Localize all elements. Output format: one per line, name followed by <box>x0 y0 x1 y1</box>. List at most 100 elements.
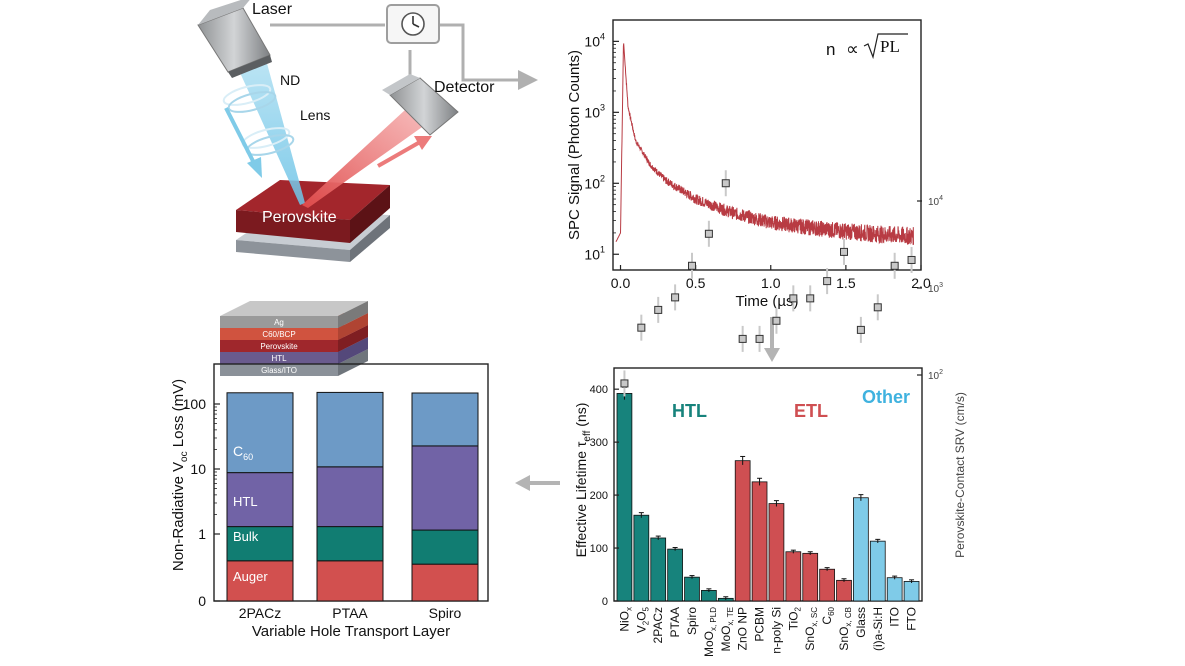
lifetime-ytick-label: 300 <box>590 437 608 449</box>
lifetime-category-label: PCBM <box>753 607 767 642</box>
decay-xtick-label: 0.0 <box>611 275 631 291</box>
srv-marker <box>823 277 832 286</box>
lifetime-bar <box>836 579 852 602</box>
lifetime-ytick-label: 400 <box>590 384 608 396</box>
lifetime-bar <box>768 503 785 602</box>
lifetime-ylabel: Effective Lifetime τeff (ns) <box>573 403 593 558</box>
srv-marker <box>856 325 865 334</box>
decay-formula-pl: PL <box>880 37 900 56</box>
decay-xtick-label: 2.0 <box>911 275 931 291</box>
voc-ylabel-text: Non-Radiative Voc Loss (mV) <box>170 379 190 571</box>
srv-marker <box>840 247 848 256</box>
lifetime-category-label: C60 <box>820 606 836 624</box>
stack-layer-label: C60/BCP <box>262 330 295 339</box>
stack-layer-side <box>338 313 368 340</box>
voc-bar-segment <box>316 560 384 602</box>
srv-marker <box>789 294 798 303</box>
detector-head <box>382 74 459 136</box>
lifetime-category-label: TiO2 <box>786 606 802 630</box>
stack-layer-label: HTL <box>271 354 287 363</box>
lifetime-category-label: ZnO NP <box>736 607 750 650</box>
voc-ytick-label: 100 <box>183 396 207 412</box>
decay-ticks: 0.0 0.5 1.0 1.5 2.0 101 102 103 104 <box>584 19 931 291</box>
srv-marker <box>873 303 882 312</box>
lifetime-ylabel2: Perovskite-Contact SRV (cm/s) <box>953 392 967 558</box>
lifetime-category-label: FTO <box>905 607 919 631</box>
stack-layer-side <box>338 325 368 352</box>
laser-head <box>197 0 272 78</box>
voc-bar-segment <box>226 526 294 562</box>
decay-ylabel: SPC Signal (Photon Counts) <box>566 50 583 240</box>
voc-bar-segment <box>316 466 384 528</box>
lifetime-ticks: 0 100 200 300 400 104 103 102 <box>590 195 943 608</box>
excitation-beam <box>232 45 305 205</box>
srv-marker <box>671 293 680 302</box>
perovskite-front <box>236 210 350 243</box>
stack-layer-front <box>220 316 338 328</box>
srv-marker <box>755 334 764 343</box>
detector-label: Detector <box>434 79 495 96</box>
lifetime-bar <box>785 551 802 602</box>
voc-bar-segment <box>316 391 384 468</box>
lifetime-bar <box>650 537 667 602</box>
voc-bar-segment <box>226 472 294 528</box>
srv-ytick-label: 104 <box>928 195 943 208</box>
signal-arrow-head <box>518 70 538 90</box>
group-label-htl: HTL <box>672 401 707 421</box>
lifetime-ytick-label: 0 <box>602 596 608 608</box>
nd-filter <box>222 84 272 106</box>
stack-layer-front <box>220 340 338 352</box>
srv-marker <box>688 261 696 270</box>
lifetime-category-label: NiOx <box>617 607 633 632</box>
setup-diagram: Perovskite Laser ND Lens Detector <box>197 0 538 262</box>
voc-ytick-label: 1 <box>198 526 206 542</box>
srv-marker <box>620 379 629 388</box>
lifetime-bar <box>802 552 819 602</box>
decay-frame <box>612 19 922 271</box>
stack-layer-label: Perovskite <box>260 342 298 351</box>
incident-arrow <box>224 107 257 166</box>
voc-bar-segment <box>316 526 384 562</box>
arrow-down-head <box>764 348 780 362</box>
lifetime-category-label: ITO <box>888 607 902 627</box>
voc-ticks: 0 1 10 100 <box>183 396 220 609</box>
laser-label: Laser <box>252 1 293 18</box>
voc-category-label: 2PACz <box>239 605 282 621</box>
lifetime-ytick-label: 200 <box>590 490 608 502</box>
perovskite-side <box>350 185 390 243</box>
srv-ytick-label: 102 <box>928 369 943 382</box>
lifetime-bar <box>886 577 903 602</box>
voc-bar-segment <box>411 392 479 447</box>
lifetime-bars <box>616 170 920 602</box>
lifetime-bar <box>751 481 768 602</box>
lifetime-category-label: MoOx, PLD <box>702 607 718 657</box>
srv-marker <box>772 316 781 325</box>
decay-xtick-label: 1.0 <box>761 275 781 291</box>
emission-arrow-head <box>414 136 432 150</box>
srv-marker <box>806 294 815 303</box>
voc-segment-label: Bulk <box>233 529 259 544</box>
stack-layer-side <box>338 301 368 328</box>
decay-plot: 0.0 0.5 1.0 1.5 2.0 101 102 103 104 n ∝ PL Time … <box>566 19 931 310</box>
voc-bar-segment <box>411 529 479 565</box>
decay-ytick-label: 103 <box>584 102 605 120</box>
decay-xtick-label: 1.5 <box>836 275 856 291</box>
nd-label: ND <box>280 72 300 88</box>
srv-ytick-label: 103 <box>928 282 943 295</box>
voc-bar-segment <box>226 560 294 602</box>
group-label-etl: ETL <box>794 401 828 421</box>
voc-category-label: PTAA <box>332 605 368 621</box>
lifetime-bar <box>684 576 700 602</box>
stack-layer-side <box>338 349 368 376</box>
decay-ytick-label: 104 <box>584 31 605 49</box>
voc-xlabel: Variable Hole Transport Layer <box>252 623 450 640</box>
srv-marker <box>890 261 899 270</box>
emission-beam <box>302 110 425 208</box>
incident-arrow-head <box>247 157 262 178</box>
lifetime-bar <box>819 568 835 602</box>
lifetime-category-label: Spiro <box>685 607 699 635</box>
group-label-other: Other <box>862 387 910 407</box>
